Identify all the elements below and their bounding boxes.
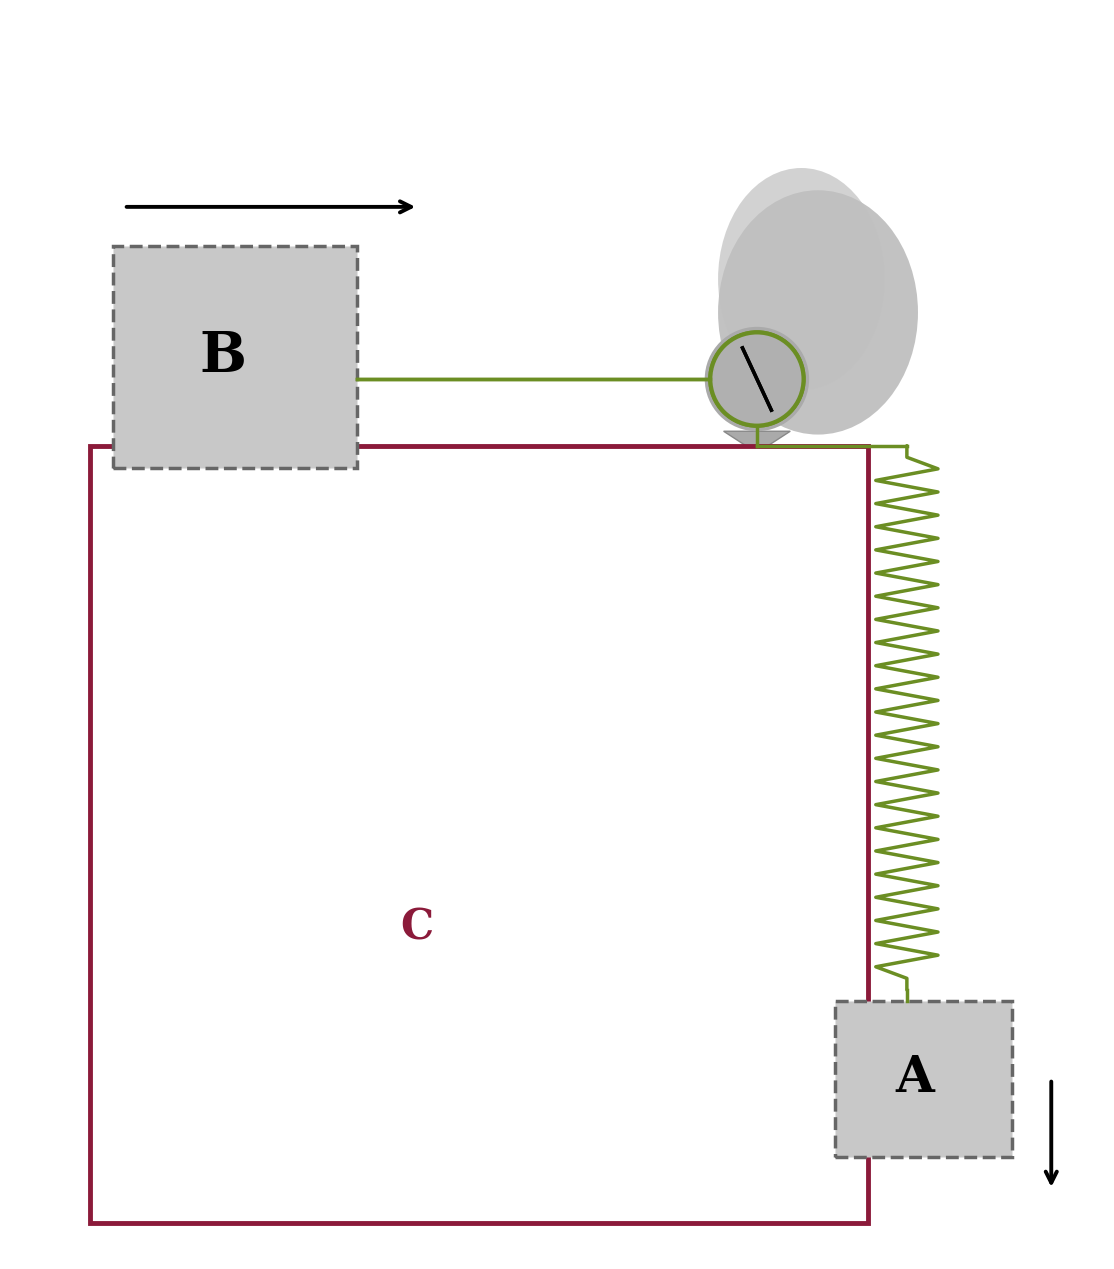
Bar (113, 246, 358, 468)
Text: B: B (199, 330, 246, 385)
Bar (90, 445, 868, 1223)
Circle shape (711, 332, 803, 425)
Ellipse shape (719, 190, 918, 434)
Polygon shape (724, 431, 790, 445)
Ellipse shape (719, 168, 885, 390)
Bar (834, 1001, 1013, 1156)
Circle shape (711, 332, 803, 425)
Circle shape (705, 327, 809, 431)
Text: C: C (401, 907, 433, 949)
Text: A: A (896, 1055, 935, 1103)
